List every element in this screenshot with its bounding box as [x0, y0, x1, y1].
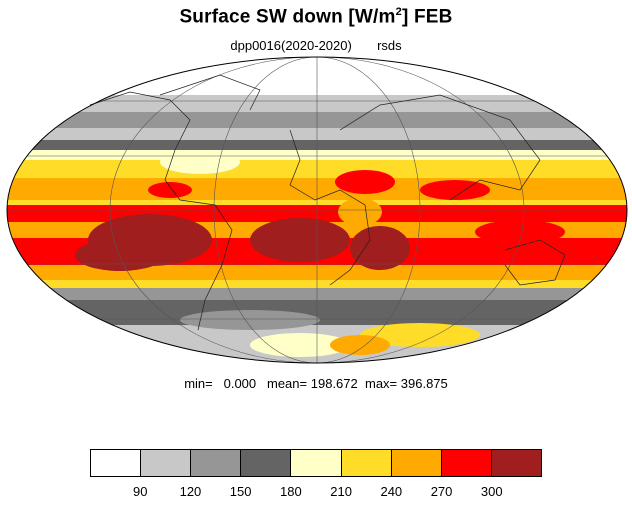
field-statistics: min= 0.000 mean= 198.672 max= 396.875 — [0, 376, 632, 391]
colorbar-box-2 — [191, 450, 242, 476]
subtitle-run: dpp0016(2020-2020) — [230, 38, 352, 53]
colorbar-box-8 — [491, 450, 541, 476]
colorbar-tick-label: 90 — [132, 484, 148, 499]
coastlines — [89, 74, 566, 331]
colorbar-box-5 — [341, 450, 392, 476]
colorbar-tick-label: 300 — [480, 484, 503, 499]
map-outline — [6, 56, 628, 364]
title-tail: ] FEB — [401, 6, 453, 28]
colorbar-box-3 — [241, 450, 292, 476]
map-title: Surface SW down [W/m2] FEB — [0, 6, 632, 28]
map-subtitle: dpp0016(2020-2020) rsds — [0, 38, 632, 53]
colorbar-tick-label: 180 — [280, 484, 302, 499]
max-value: 396.875 — [400, 376, 448, 391]
min-label: min= — [184, 376, 213, 391]
max-label: max= — [364, 376, 398, 391]
subtitle-variable: rsds — [377, 38, 402, 53]
colorbar-box-1 — [141, 450, 192, 476]
title-superscript: 2 — [395, 6, 402, 18]
colorbar-tick-label: 270 — [430, 484, 453, 499]
colorbar-ticks: 90 120 150 180 210 240 270 300 — [90, 484, 542, 500]
colorbar-box-4 — [291, 450, 342, 476]
colorbar-tick-label: 120 — [179, 484, 202, 499]
graticule — [7, 57, 627, 363]
colorbar-tick-label: 210 — [330, 484, 352, 499]
min-value: 0.000 — [223, 376, 257, 391]
colorbar-box-0 — [91, 450, 142, 476]
mean-value: 198.672 — [310, 376, 358, 391]
colorbar-tick-label: 240 — [380, 484, 403, 499]
colorbar-box-6 — [391, 450, 442, 476]
colorbar-tick-label: 150 — [229, 484, 252, 499]
title-main: Surface SW down [W/m — [179, 6, 396, 28]
colorbar-box-7 — [441, 450, 492, 476]
colorbar — [90, 449, 542, 477]
mean-label: mean= — [267, 376, 308, 391]
